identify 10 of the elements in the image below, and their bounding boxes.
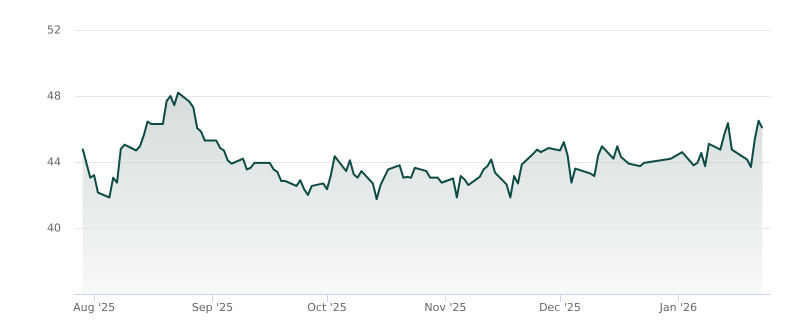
y-tick-label: 48 [47,90,61,102]
y-tick-label: 40 [47,222,61,234]
y-tick-label: 44 [47,156,61,168]
x-tick-label: Dec '25 [539,301,581,314]
y-tick-label: 52 [47,24,61,36]
x-tick-label: Aug '25 [73,301,116,314]
x-tick-label: Sep '25 [192,301,234,314]
x-tick-label: Jan '26 [658,301,698,314]
x-tick-label: Nov '25 [424,301,466,314]
x-tick-label: Oct '25 [307,301,347,314]
